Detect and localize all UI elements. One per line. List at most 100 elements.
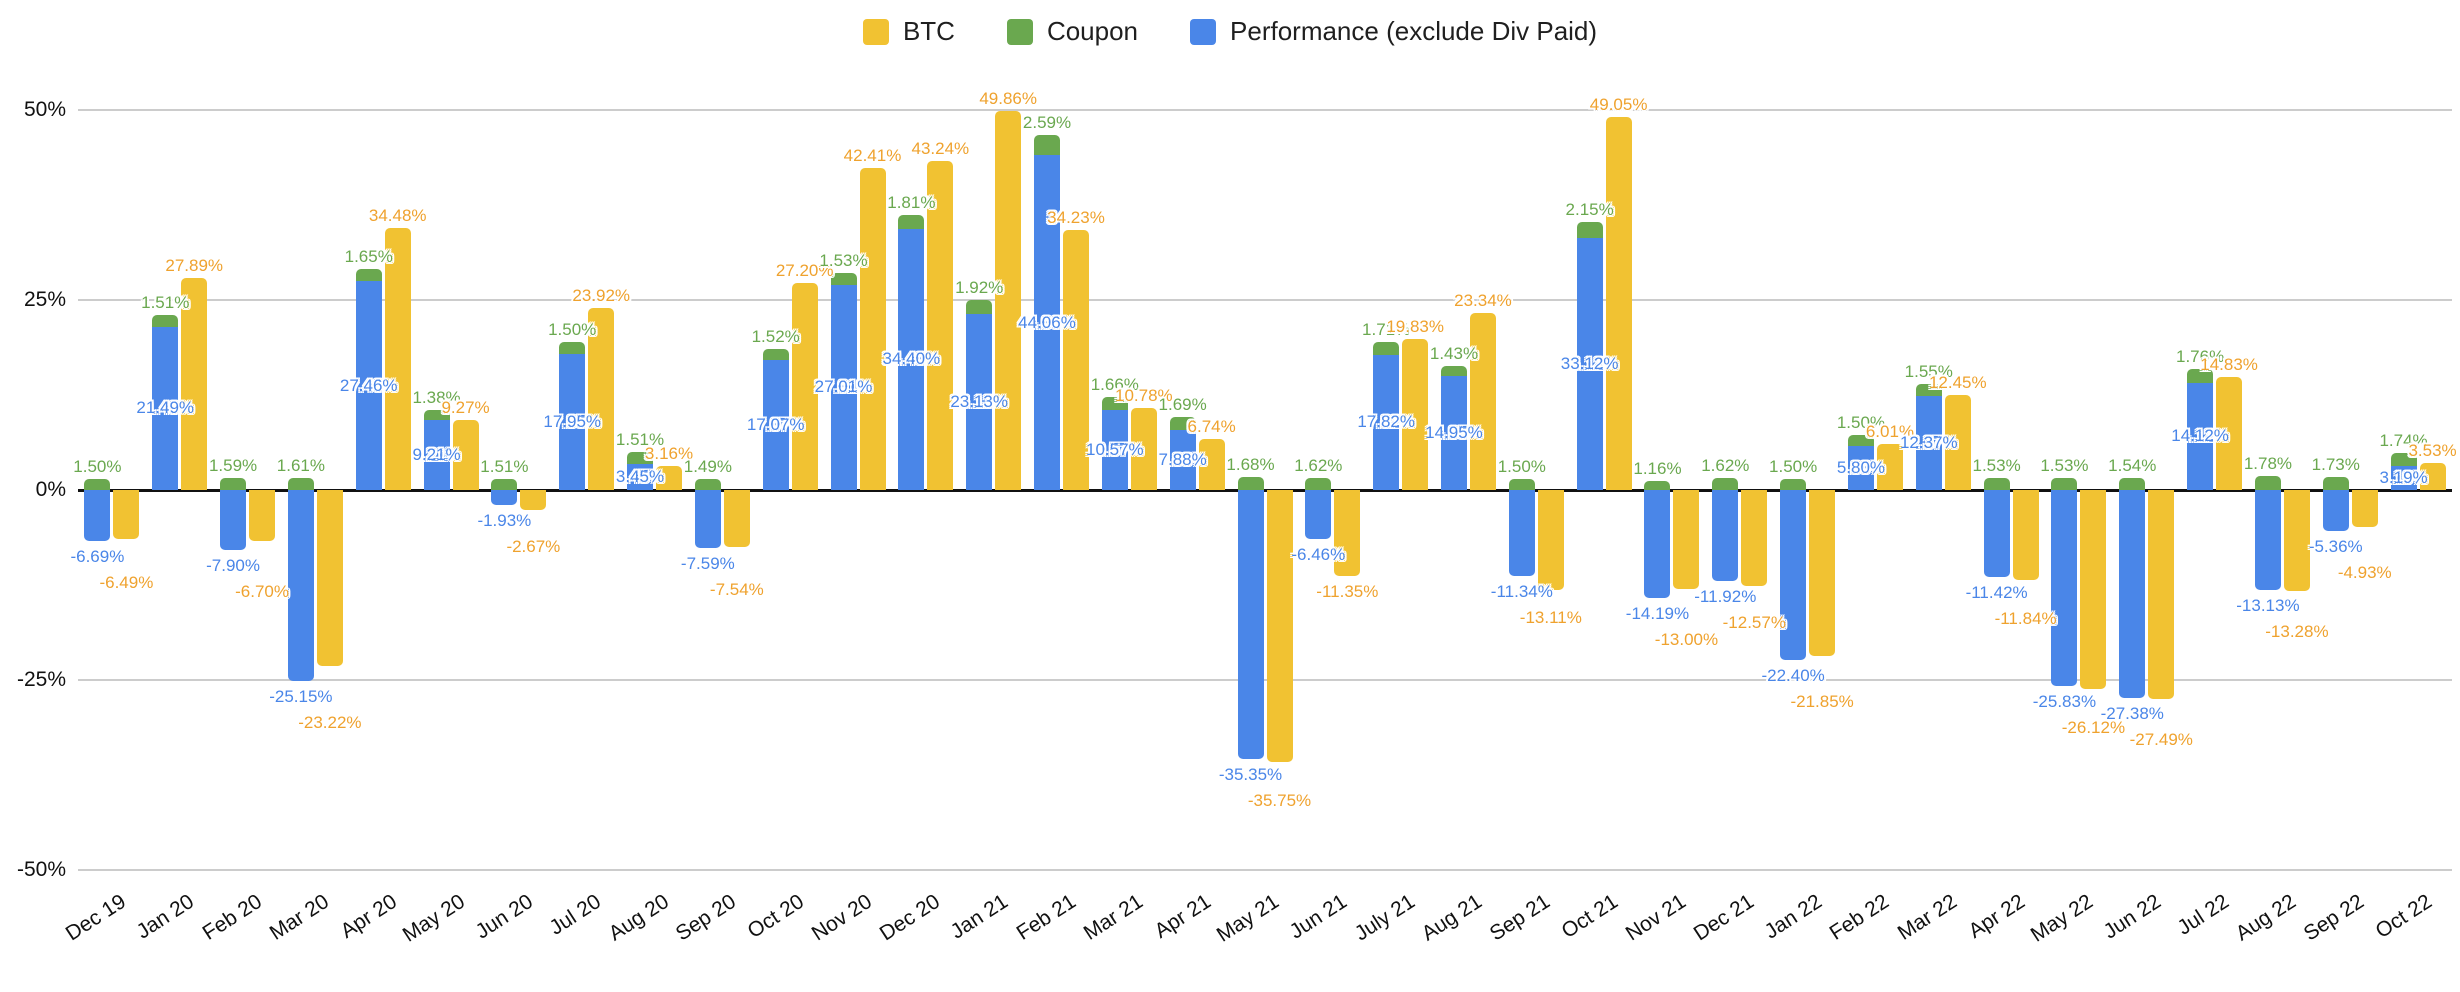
label-btc: 14.83%: [2200, 355, 2258, 375]
bar-performance: [627, 463, 654, 490]
label-btc: -13.00%: [1654, 629, 1719, 649]
bar-coupon: [152, 315, 179, 327]
bar-coupon: [1915, 384, 1942, 396]
bar-coupon: [220, 477, 247, 490]
label-performance: -22.40%: [1761, 666, 1825, 686]
bar-btc: [452, 419, 479, 490]
label-performance: -27.38%: [2100, 704, 2164, 724]
label-coupon: 1.61%: [276, 455, 325, 475]
btc-performance-chart[interactable]: BTC Coupon Performance (exclude Div Paid…: [0, 0, 2460, 958]
label-coupon: 1.50%: [1769, 456, 1818, 476]
label-coupon: 1.51%: [141, 293, 190, 313]
label-coupon: 2.59%: [1022, 113, 1072, 133]
label-btc: 23.92%: [572, 286, 631, 306]
label-performance: 44.06%: [1018, 312, 1076, 332]
label-btc: 3.53%: [2408, 441, 2457, 461]
label-btc: 27.89%: [165, 256, 224, 276]
bar-performance: [1101, 409, 1128, 490]
bar-btc: [1198, 438, 1225, 490]
legend-label-btc: BTC: [902, 16, 955, 46]
bar-btc: [520, 490, 547, 511]
bar-coupon: [84, 478, 111, 490]
y-axis-tick-label: -25%: [16, 668, 66, 691]
bar-performance: [2390, 465, 2417, 490]
bar-btc: [1334, 490, 1361, 577]
btc-swatch-icon: [862, 18, 889, 45]
bar-btc: [859, 167, 886, 490]
bar-btc: [2351, 490, 2378, 528]
label-coupon: 1.53%: [819, 251, 868, 271]
label-performance: 14.95%: [1425, 423, 1483, 443]
bar-btc: [995, 111, 1022, 490]
label-coupon: 1.54%: [2108, 456, 2157, 476]
bar-coupon: [1440, 365, 1467, 377]
label-coupon: 1.73%: [2311, 454, 2360, 474]
gridline: [78, 109, 2452, 111]
bar-coupon: [1305, 477, 1332, 490]
label-performance: -11.42%: [1965, 582, 2028, 602]
bar-performance: [694, 490, 721, 548]
bar-performance: [220, 490, 247, 551]
bar-performance: [2322, 490, 2349, 531]
bar-performance: [1780, 490, 1807, 661]
label-performance: -7.59%: [680, 553, 735, 573]
label-btc: -2.67%: [506, 536, 561, 556]
bar-btc: [2080, 490, 2107, 689]
bar-performance: [84, 490, 111, 541]
bar-btc: [249, 490, 276, 541]
label-btc: 6.74%: [1187, 416, 1236, 436]
label-btc: -6.70%: [235, 582, 289, 602]
bar-coupon: [1508, 478, 1535, 490]
coupon-swatch-icon: [1006, 18, 1033, 45]
bar-performance: [830, 284, 857, 490]
label-coupon: 2.15%: [1565, 199, 1614, 219]
label-coupon: 1.62%: [1701, 455, 1750, 475]
bar-coupon: [1101, 397, 1128, 410]
label-coupon: 1.51%: [480, 456, 529, 476]
bar-btc: [2012, 490, 2039, 580]
label-btc: -11.84%: [1994, 608, 2057, 628]
label-performance: -5.36%: [2308, 536, 2363, 556]
label-btc: 43.24%: [911, 139, 970, 159]
label-coupon: 1.55%: [1904, 362, 1953, 382]
label-btc: 6.01%: [1865, 422, 1915, 442]
label-performance: 34.40%: [882, 349, 941, 369]
label-coupon: 1.43%: [1429, 343, 1479, 363]
bar-performance: [1440, 376, 1467, 490]
bar-btc: [1402, 339, 1429, 490]
label-performance: -14.19%: [1625, 603, 1690, 623]
y-axis-tick-label: 50%: [23, 98, 66, 121]
label-coupon: 1.50%: [1497, 456, 1546, 476]
bar-btc: [316, 490, 343, 667]
label-performance: -35.35%: [1218, 764, 1283, 784]
label-performance: 3.45%: [615, 466, 665, 486]
label-coupon: 1.50%: [73, 456, 122, 476]
bar-btc: [656, 465, 683, 490]
bar-performance: [762, 360, 789, 490]
bar-btc: [1063, 229, 1089, 490]
label-coupon: 1.71%: [1362, 319, 1411, 339]
label-coupon: 1.52%: [751, 326, 800, 346]
bar-btc: [1130, 408, 1157, 490]
bar-coupon: [423, 409, 450, 420]
bar-btc: [1673, 490, 1700, 589]
bar-coupon: [1712, 477, 1739, 490]
performance-swatch-icon: [1190, 18, 1217, 45]
bar-btc: [113, 490, 140, 540]
label-performance: -6.69%: [70, 546, 125, 566]
y-axis-tick-label: 25%: [23, 288, 66, 311]
legend-item-performance: Performance (exclude Div Paid): [1190, 16, 1597, 47]
label-performance: 33.12%: [1560, 354, 1619, 374]
bar-performance: [491, 490, 518, 505]
label-performance: 10.57%: [1085, 439, 1144, 459]
bar-coupon: [287, 477, 314, 490]
bar-performance: [2051, 490, 2078, 687]
bar-performance: [1373, 354, 1400, 490]
bar-performance: [1915, 395, 1942, 490]
bar-performance: [1237, 490, 1264, 759]
label-btc: -6.49%: [99, 572, 154, 592]
bar-coupon: [1169, 417, 1196, 431]
label-performance: -7.90%: [206, 556, 260, 576]
gridline: [78, 299, 2452, 301]
label-btc: -13.11%: [1519, 608, 1582, 628]
